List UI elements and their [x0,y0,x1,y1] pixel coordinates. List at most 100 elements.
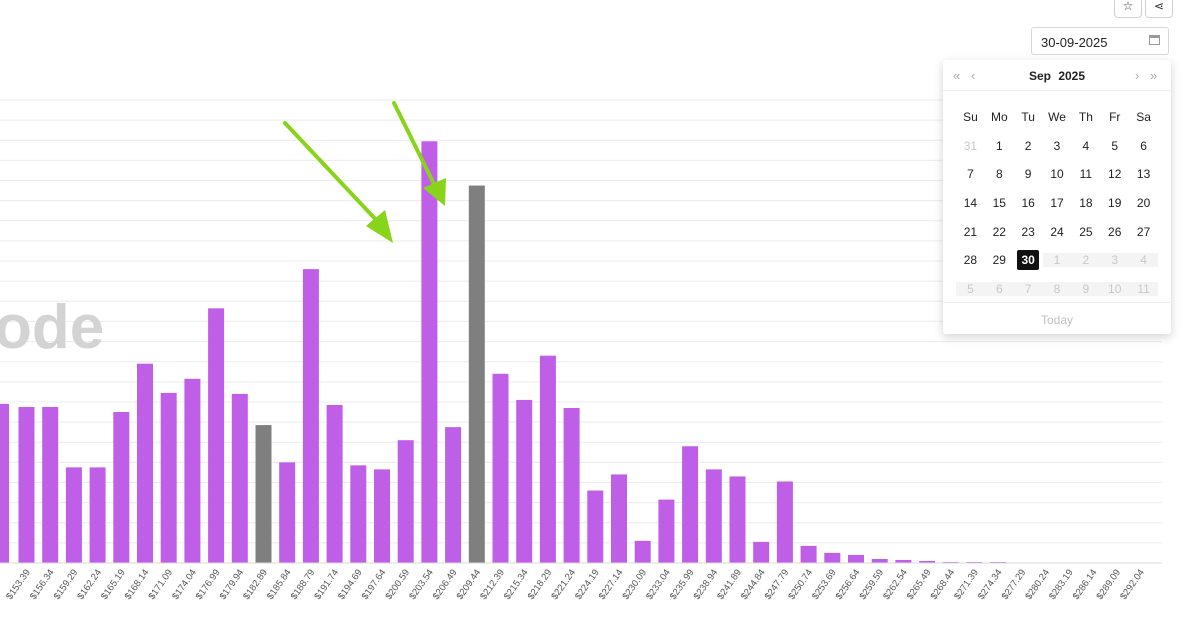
calendar-day[interactable]: 12 [1108,167,1122,182]
calendar-day[interactable]: 7 [967,167,974,182]
bar[interactable] [18,406,35,563]
bar[interactable] [539,355,556,563]
calendar-icon [1149,35,1160,45]
calendar-day[interactable]: 31 [963,138,978,153]
calendar-day: 6 [984,281,1014,296]
calendar-divider [943,90,1171,91]
bar[interactable] [895,559,912,563]
calendar-day[interactable]: 21 [963,224,978,239]
bar[interactable] [563,407,580,563]
calendar-day[interactable]: 2 [1024,138,1032,153]
today-button[interactable]: Today [1040,313,1074,327]
bar[interactable] [42,406,59,563]
bar[interactable] [587,490,604,563]
star-icon: ☆ [1122,0,1134,13]
bar[interactable] [990,561,1007,563]
calendar-week-row: 14 15 16 17 18 19 20 [956,189,1158,218]
bar[interactable] [658,499,675,563]
bar[interactable] [184,378,201,563]
bar[interactable] [255,425,272,563]
calendar-day[interactable]: 13 [1136,167,1151,182]
calendar-day[interactable]: 30 [1014,250,1043,271]
bar[interactable] [231,393,248,563]
calendar-day[interactable]: 9 [1024,167,1032,182]
bar[interactable] [871,558,888,563]
calendar-day[interactable]: 29 [992,253,1006,268]
bar[interactable] [326,404,343,563]
calendar-day[interactable]: 28 [963,253,978,268]
calendar-month[interactable]: Sep [1028,69,1051,83]
calendar-grid: Su Mo Tu We Th Fr Sa 31 1 2 3 4 5 6 7 8 9 10 11 12 13 14 15 16 1… [956,103,1159,303]
next-year-icon[interactable]: » [1150,68,1158,83]
next-month-icon[interactable]: › [1135,68,1140,83]
date-input[interactable]: 30-09-2025 [1031,27,1169,55]
bar[interactable] [705,469,722,563]
bar[interactable] [776,481,793,563]
calendar-day[interactable]: 15 [992,196,1006,211]
calendar-weekday-row: Su Mo Tu We Th Fr Sa [956,103,1158,132]
share-icon: ⋖ [1153,0,1165,13]
weekday-label: Su [963,110,978,125]
bar[interactable] [113,412,130,563]
bar[interactable] [848,554,864,563]
calendar-day: 3 [1100,253,1130,268]
bar[interactable] [445,427,462,563]
x-axis-tick-labels: $153.39$156.34$159.29$162.24$165.19$168.… [4,567,1147,601]
bar[interactable] [682,446,699,563]
calendar-day[interactable]: 3 [1053,138,1061,153]
bar[interactable] [374,469,390,563]
prev-month-icon[interactable]: ‹ [971,68,976,83]
calendar-day[interactable]: 10 [1050,167,1064,182]
bar[interactable] [160,392,177,563]
bar[interactable] [729,476,746,563]
bar[interactable] [516,399,533,563]
calendar-day[interactable]: 8 [995,167,1003,182]
star-button[interactable]: ☆ [1114,0,1142,18]
bar[interactable] [468,185,485,563]
calendar-day: 11 [1129,281,1159,296]
calendar-week-row: 28 29 30 1 2 3 4 [956,246,1159,275]
annotation-arrow-1 [283,121,393,243]
bar[interactable] [492,373,509,563]
weekday-label: Sa [1136,110,1151,125]
calendar-day[interactable]: 23 [1021,224,1035,239]
bar[interactable] [65,467,82,563]
bar[interactable] [634,540,651,563]
calendar-day[interactable]: 1 [995,138,1003,153]
calendar-day[interactable]: 4 [1082,138,1090,153]
weekday-label: Th [1078,110,1093,125]
calendar-day[interactable]: 19 [1108,196,1122,211]
bar[interactable] [942,561,959,563]
calendar-day[interactable]: 26 [1108,224,1122,239]
calendar-day[interactable]: 25 [1079,224,1093,239]
bar[interactable] [966,561,983,563]
bar[interactable] [89,467,106,563]
share-button[interactable]: ⋖ [1145,0,1173,18]
bar[interactable] [919,560,936,563]
calendar-year[interactable]: 2025 [1058,69,1086,83]
bar[interactable] [350,465,367,563]
calendar-day[interactable]: 5 [1111,138,1119,153]
bar[interactable] [208,308,225,563]
bar[interactable] [611,474,627,563]
bar[interactable] [800,545,817,563]
calendar-day[interactable]: 22 [992,224,1006,239]
prev-year-icon[interactable]: « [953,68,961,83]
bar[interactable] [824,552,841,563]
calendar-footer-divider [943,302,1171,303]
calendar-day[interactable]: 27 [1136,224,1151,239]
calendar-day[interactable]: 11 [1079,167,1093,182]
calendar-day[interactable]: 6 [1140,138,1147,153]
calendar-day[interactable]: 24 [1050,224,1064,239]
bar[interactable] [753,541,770,563]
bar[interactable] [421,141,438,563]
calendar-day[interactable]: 20 [1136,196,1151,211]
calendar-day[interactable]: 17 [1050,196,1064,211]
bar[interactable] [302,269,319,563]
bar[interactable] [279,462,296,563]
calendar-day[interactable]: 14 [963,196,978,211]
bar[interactable] [397,440,414,563]
calendar-day[interactable]: 16 [1021,196,1035,211]
calendar-day[interactable]: 18 [1079,196,1093,211]
bar[interactable] [137,363,153,563]
